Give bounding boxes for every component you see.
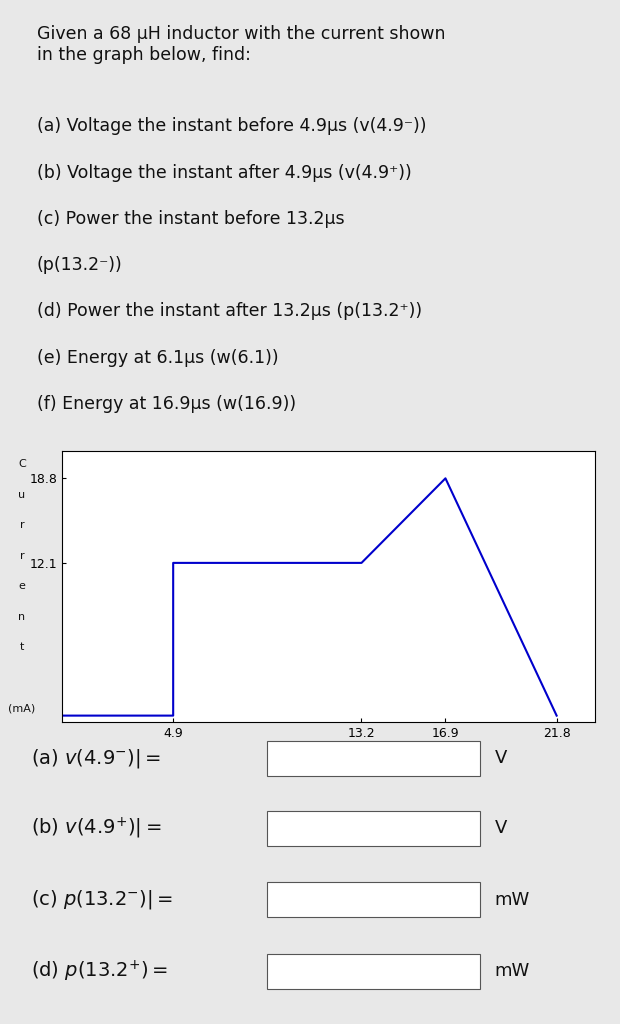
Text: C: C: [18, 459, 26, 469]
Bar: [267, 811, 480, 846]
Text: (d) Power the instant after 13.2μs (p(13.2⁺)): (d) Power the instant after 13.2μs (p(13…: [37, 302, 422, 321]
Bar: [267, 741, 480, 776]
Bar: [267, 954, 480, 989]
Text: Given a 68 μH inductor with the current shown
in the graph below, find:: Given a 68 μH inductor with the current …: [37, 25, 445, 63]
Text: n: n: [19, 611, 25, 622]
Text: (c) Power the instant before 13.2μs: (c) Power the instant before 13.2μs: [37, 210, 344, 227]
Text: (b) Voltage the instant after 4.9μs (v(4.9⁺)): (b) Voltage the instant after 4.9μs (v(4…: [37, 164, 412, 181]
X-axis label: Time (us): Time (us): [299, 744, 358, 757]
Text: (b) $v(4.9^{+})|=$: (b) $v(4.9^{+})|=$: [30, 816, 161, 841]
Text: (a) $v(4.9^{-})|=$: (a) $v(4.9^{-})|=$: [30, 746, 161, 770]
Text: V: V: [495, 750, 507, 767]
Text: (mA): (mA): [9, 703, 35, 714]
Text: (d) $p(13.2^{+})=$: (d) $p(13.2^{+})=$: [30, 958, 168, 984]
Text: mW: mW: [495, 963, 530, 980]
Text: t: t: [20, 642, 24, 652]
Text: (e) Energy at 6.1μs (w(6.1)): (e) Energy at 6.1μs (w(6.1)): [37, 348, 278, 367]
Text: (p(13.2⁻)): (p(13.2⁻)): [37, 256, 122, 274]
Text: (a) Voltage the instant before 4.9μs (v(4.9⁻)): (a) Voltage the instant before 4.9μs (v(…: [37, 118, 426, 135]
Bar: [267, 883, 480, 918]
Text: e: e: [19, 582, 25, 591]
Text: u: u: [19, 489, 25, 500]
Text: (f) Energy at 16.9μs (w(16.9)): (f) Energy at 16.9μs (w(16.9)): [37, 394, 296, 413]
Text: r: r: [20, 551, 24, 561]
Text: mW: mW: [495, 891, 530, 909]
Text: V: V: [495, 819, 507, 838]
Text: r: r: [20, 520, 24, 530]
Text: (c) $p(13.2^{-})|=$: (c) $p(13.2^{-})|=$: [30, 889, 172, 911]
